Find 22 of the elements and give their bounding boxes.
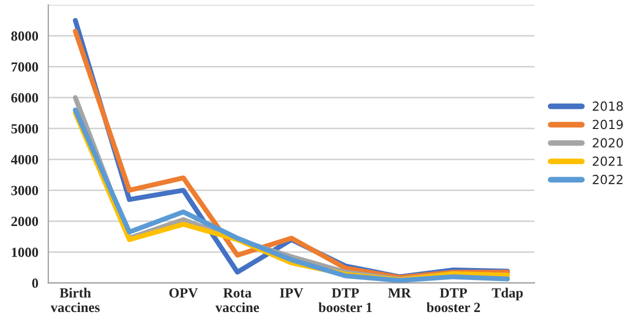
y-tick-label: 1000 bbox=[12, 248, 38, 258]
x-tick-label: Birth vaccines bbox=[50, 288, 100, 312]
y-tick-label: 5000 bbox=[11, 124, 38, 134]
x-tick-label: DTP booster 2 bbox=[426, 288, 480, 312]
y-tick-label: 0 bbox=[32, 278, 38, 288]
legend-label: 2018 bbox=[592, 101, 623, 111]
x-tick-label: OPV bbox=[169, 288, 198, 298]
legend-label: 2019 bbox=[592, 120, 623, 130]
y-tick-label: 2000 bbox=[11, 216, 38, 226]
x-tick-label: MR bbox=[388, 288, 412, 298]
y-tick-label: 8000 bbox=[11, 31, 38, 41]
legend-label: 2020 bbox=[592, 138, 623, 148]
x-tick-label: Rota vaccine bbox=[215, 288, 260, 312]
legend-label: 2022 bbox=[592, 174, 622, 184]
y-tick-label: 4000 bbox=[10, 154, 38, 164]
x-tick-label: Tdap bbox=[492, 288, 523, 300]
legend-label: 2021 bbox=[592, 156, 623, 166]
y-tick-label: 7000 bbox=[12, 62, 38, 72]
x-tick-label: IPV bbox=[280, 288, 304, 298]
y-tick-label: 3000 bbox=[11, 186, 38, 196]
x-tick-label: DTP booster 1 bbox=[318, 288, 372, 312]
y-tick-label: 6000 bbox=[11, 93, 38, 103]
